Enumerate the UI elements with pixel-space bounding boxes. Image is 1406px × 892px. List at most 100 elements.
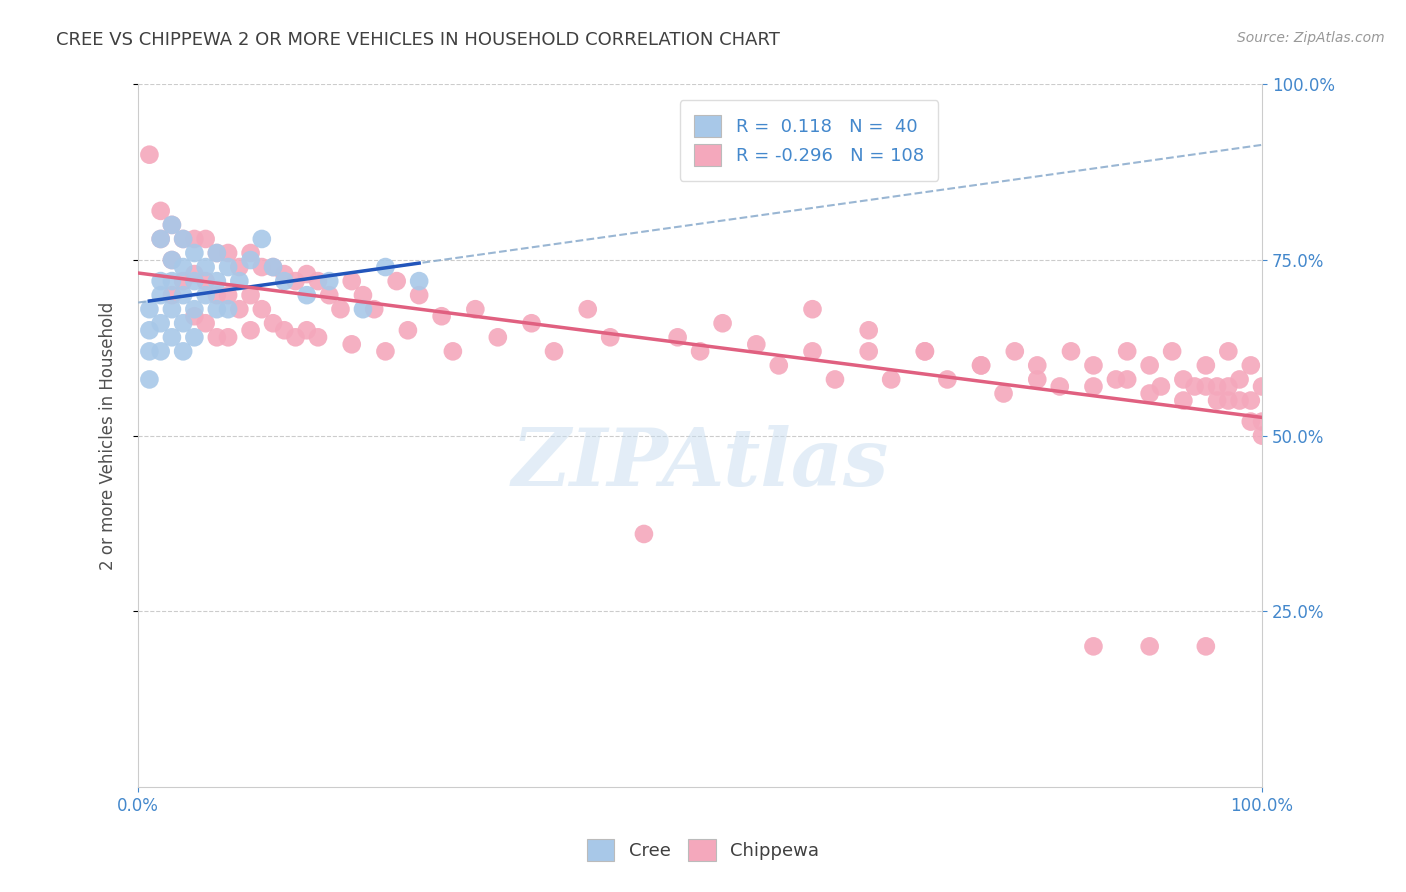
- Point: [273, 267, 295, 281]
- Point: [183, 267, 205, 281]
- Point: [1004, 344, 1026, 359]
- Point: [172, 274, 194, 288]
- Point: [239, 246, 262, 260]
- Point: [374, 260, 396, 274]
- Point: [228, 260, 250, 274]
- Point: [1173, 393, 1195, 408]
- Point: [486, 330, 509, 344]
- Point: [149, 232, 172, 246]
- Point: [205, 246, 228, 260]
- Point: [801, 302, 824, 317]
- Point: [430, 310, 453, 324]
- Point: [284, 330, 307, 344]
- Legend: Cree, Chippewa: Cree, Chippewa: [578, 830, 828, 870]
- Point: [880, 372, 903, 386]
- Point: [329, 302, 352, 317]
- Point: [217, 260, 239, 274]
- Point: [172, 344, 194, 359]
- Point: [217, 246, 239, 260]
- Point: [194, 274, 217, 288]
- Point: [183, 274, 205, 288]
- Point: [1116, 344, 1139, 359]
- Point: [1195, 359, 1218, 373]
- Point: [138, 372, 160, 386]
- Point: [1240, 393, 1263, 408]
- Point: [858, 323, 880, 337]
- Point: [172, 232, 194, 246]
- Point: [284, 274, 307, 288]
- Text: Source: ZipAtlas.com: Source: ZipAtlas.com: [1237, 31, 1385, 45]
- Point: [250, 260, 273, 274]
- Point: [262, 260, 284, 274]
- Point: [1195, 640, 1218, 654]
- Point: [239, 323, 262, 337]
- Point: [307, 330, 329, 344]
- Point: [194, 316, 217, 330]
- Point: [194, 232, 217, 246]
- Point: [1229, 372, 1251, 386]
- Point: [183, 310, 205, 324]
- Point: [1139, 640, 1161, 654]
- Point: [1139, 386, 1161, 401]
- Point: [138, 344, 160, 359]
- Point: [183, 246, 205, 260]
- Text: CREE VS CHIPPEWA 2 OR MORE VEHICLES IN HOUSEHOLD CORRELATION CHART: CREE VS CHIPPEWA 2 OR MORE VEHICLES IN H…: [56, 31, 780, 49]
- Point: [543, 344, 565, 359]
- Point: [1195, 379, 1218, 393]
- Point: [239, 253, 262, 268]
- Point: [1218, 393, 1240, 408]
- Point: [149, 232, 172, 246]
- Point: [160, 302, 183, 317]
- Point: [1206, 393, 1229, 408]
- Point: [352, 288, 374, 302]
- Point: [1060, 344, 1083, 359]
- Point: [149, 316, 172, 330]
- Point: [1184, 379, 1206, 393]
- Point: [711, 316, 734, 330]
- Point: [262, 260, 284, 274]
- Point: [160, 330, 183, 344]
- Point: [352, 302, 374, 317]
- Point: [183, 302, 205, 317]
- Point: [1139, 359, 1161, 373]
- Point: [768, 359, 790, 373]
- Point: [441, 344, 464, 359]
- Point: [801, 344, 824, 359]
- Point: [970, 359, 993, 373]
- Point: [970, 359, 993, 373]
- Point: [1083, 359, 1105, 373]
- Point: [160, 288, 183, 302]
- Point: [993, 386, 1015, 401]
- Point: [160, 218, 183, 232]
- Point: [464, 302, 486, 317]
- Point: [1173, 372, 1195, 386]
- Point: [149, 203, 172, 218]
- Point: [340, 337, 363, 351]
- Point: [138, 302, 160, 317]
- Point: [858, 344, 880, 359]
- Point: [295, 288, 318, 302]
- Point: [273, 323, 295, 337]
- Point: [1150, 379, 1173, 393]
- Point: [599, 330, 621, 344]
- Point: [1026, 359, 1049, 373]
- Point: [149, 274, 172, 288]
- Point: [914, 344, 936, 359]
- Point: [936, 372, 959, 386]
- Point: [172, 232, 194, 246]
- Point: [307, 274, 329, 288]
- Point: [172, 288, 194, 302]
- Point: [1218, 379, 1240, 393]
- Point: [183, 330, 205, 344]
- Point: [183, 232, 205, 246]
- Point: [250, 232, 273, 246]
- Point: [273, 274, 295, 288]
- Point: [318, 288, 340, 302]
- Point: [239, 288, 262, 302]
- Point: [633, 527, 655, 541]
- Point: [1251, 379, 1274, 393]
- Point: [217, 288, 239, 302]
- Point: [914, 344, 936, 359]
- Point: [138, 323, 160, 337]
- Point: [194, 288, 217, 302]
